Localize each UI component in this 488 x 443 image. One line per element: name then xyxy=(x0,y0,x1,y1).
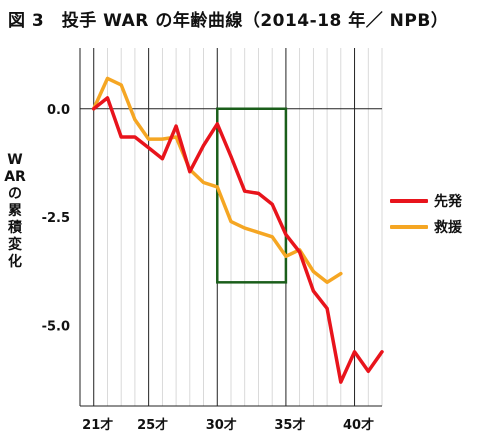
legend-item-reliever: 救援 xyxy=(390,214,462,240)
x-tick-label: 30才 xyxy=(206,417,237,433)
legend: 先発 救援 xyxy=(390,188,462,240)
series-line-starter xyxy=(91,96,384,384)
legend-label-starter: 先発 xyxy=(434,194,462,210)
legend-swatch-reliever xyxy=(390,225,428,229)
legend-label-reliever: 救援 xyxy=(434,220,462,236)
y-axis-label: WARの累積変化 xyxy=(4,152,26,270)
x-tick-label: 21才 xyxy=(82,417,113,433)
legend-item-starter: 先発 xyxy=(390,188,462,214)
legend-swatch-starter xyxy=(390,199,428,203)
chart-title: 図 3 投手 WAR の年齢曲線（2014-18 年／ NPB） xyxy=(8,11,449,31)
y-tick-label: -2.5 xyxy=(42,211,70,226)
x-tick-label: 25才 xyxy=(137,417,168,433)
y-tick-label: 0.0 xyxy=(47,103,70,118)
x-tick-label: 40才 xyxy=(343,417,374,433)
x-tick-label: 35才 xyxy=(274,417,305,433)
y-tick-label: -5.0 xyxy=(42,320,70,335)
highlight-box xyxy=(216,107,288,284)
